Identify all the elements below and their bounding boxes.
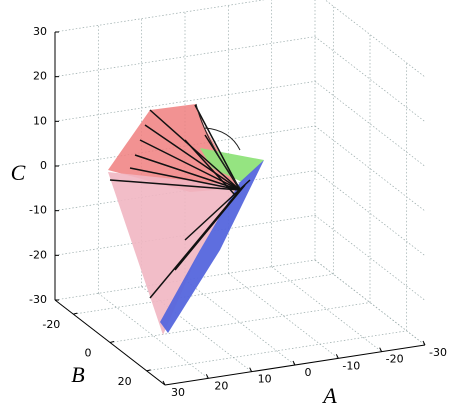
surface-blue: [160, 160, 264, 333]
grid-line: [314, 36, 426, 122]
z-tick-label: 20: [33, 70, 47, 83]
grid-line: [271, 266, 382, 352]
y-tick-label: -20: [42, 318, 60, 331]
z-axis-label: C: [11, 160, 26, 185]
grid-line: [54, 36, 316, 78]
grid-line: [184, 279, 296, 366]
tick-mark: [379, 347, 383, 352]
x-tick-label: 0: [305, 366, 312, 379]
tick-mark: [162, 380, 166, 386]
x-tick-label: 20: [214, 379, 228, 392]
surface-green: [200, 148, 264, 182]
tick-mark: [73, 312, 78, 315]
tick-mark: [249, 367, 253, 372]
tick-mark: [146, 369, 151, 372]
labels: A B C -30 -20 -10 0 10 20 30 -20 0 20 -30 -20 -10 0 10…: [11, 25, 447, 408]
z-tick-label: 30: [33, 25, 47, 38]
tick-mark: [292, 360, 296, 366]
tick-mark: [205, 374, 209, 379]
y-axis-label: B: [71, 362, 84, 387]
grid-line: [314, 215, 426, 301]
grid-line: [109, 302, 371, 343]
x-tick-label: -20: [386, 353, 404, 366]
grid-line: [324, 0, 426, 78]
grid-line: [98, 293, 209, 379]
y-tick-label: 20: [118, 375, 132, 388]
z-tick-label: 0: [40, 159, 47, 172]
surface-pink: [108, 172, 240, 335]
z-tick-label: 10: [33, 114, 47, 127]
x-tick-label: 10: [258, 373, 272, 386]
grid-line: [314, 170, 426, 256]
z-tick-label: -10: [29, 204, 47, 217]
x-tick-label: -30: [429, 346, 447, 359]
mesh-edge: [195, 103, 241, 189]
grid-line: [73, 273, 334, 315]
tick-mark: [109, 341, 115, 343]
surfaces: [108, 103, 264, 335]
z-tick-label: -20: [29, 248, 47, 261]
x-tick-label: 30: [171, 386, 185, 399]
tick-mark: [422, 340, 426, 346]
x-tick-label: -10: [342, 359, 360, 372]
x-axis-label: A: [321, 383, 337, 408]
y-tick-label: 0: [85, 347, 92, 360]
z-tick-label: -30: [29, 293, 47, 306]
tick-mark: [335, 354, 339, 359]
